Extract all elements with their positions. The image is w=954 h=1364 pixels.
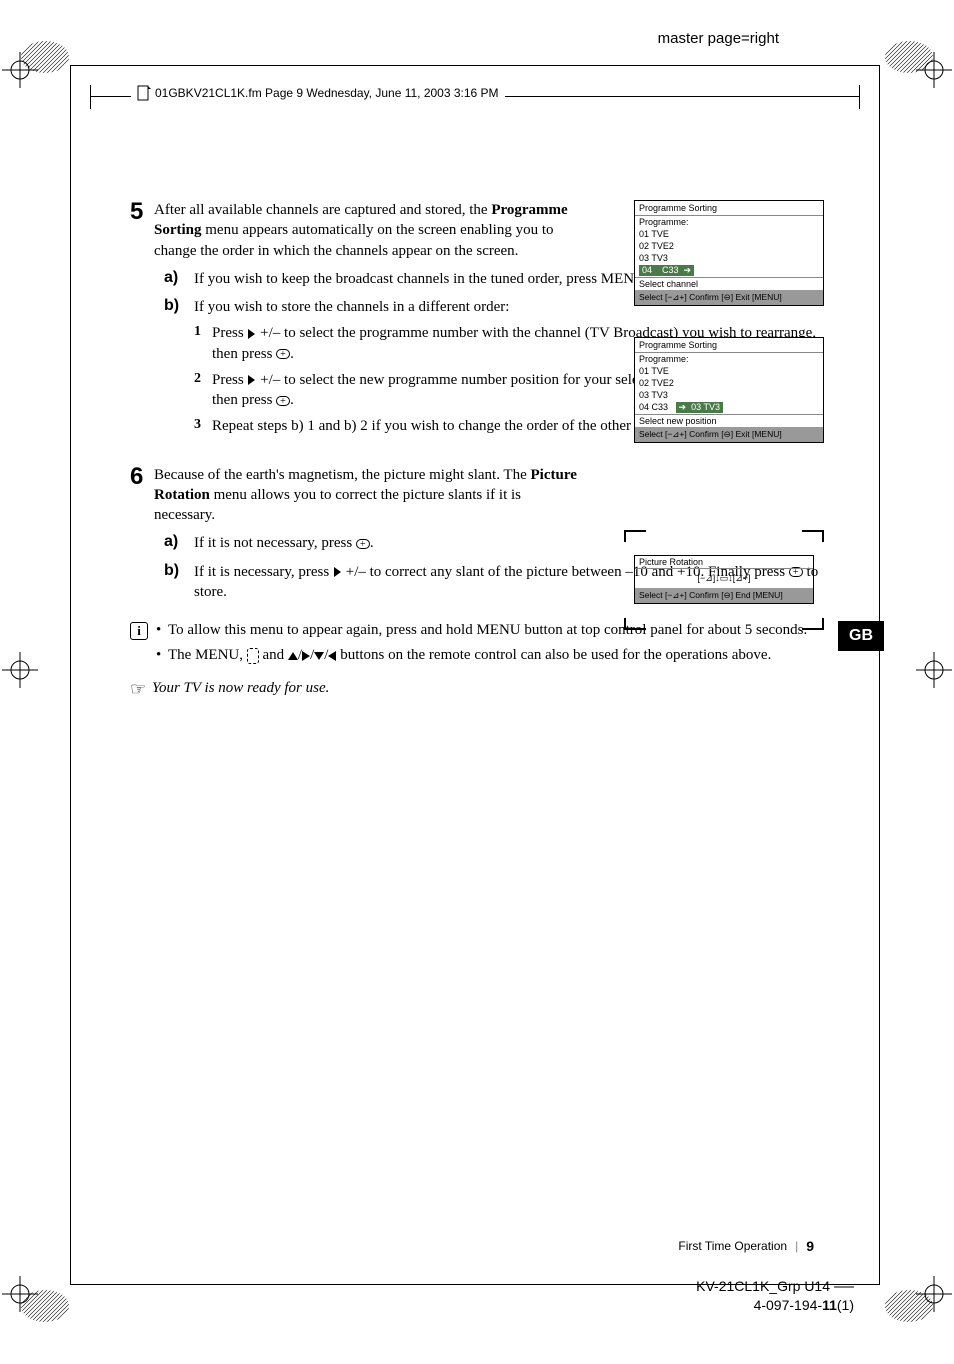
enter-icon [276,349,290,359]
remote-icon [247,648,259,664]
reg-mark-tl [0,50,40,90]
ruler-text: 01GBKV21CL1K.fm Page 9 Wednesday, June 1… [155,86,499,100]
top-ruler: 01GBKV21CL1K.fm Page 9 Wednesday, June 1… [90,85,860,109]
arrow-right-icon [302,651,310,661]
footer: First Time Operation | 9 [678,1238,814,1254]
hand-icon: ☞ [130,680,152,698]
reg-mark-ml [0,650,40,690]
line-icon [834,1286,854,1288]
osd2-selected-row: 04 C33 ➔ 03 TV3 [635,401,823,414]
top-ruler-text: 01GBKV21CL1K.fm Page 9 Wednesday, June 1… [131,85,505,101]
step-6-num: 6 [130,465,154,603]
corner-br [802,618,824,630]
info-bullet-2: •The MENU, and /// buttons on the remote… [156,645,830,666]
osd-programme-sorting-1: Programme Sorting Programme: 01 TVE 02 T… [634,200,824,306]
step-6-intro: Because of the earth's magnetism, the pi… [154,465,584,526]
arrow-up-icon [288,652,298,660]
master-page-label: master page=right [658,30,779,47]
osd-programme-sorting-2: Programme Sorting Programme: 01 TVE 02 T… [634,337,824,443]
prog-tri-icon [248,375,255,385]
enter-icon [276,396,290,406]
corner-tl [624,530,646,542]
arrow-down-icon [314,652,324,660]
step-5-intro: After all available channels are capture… [154,200,584,261]
osd1-selected-row: 04 C33 ➔ [635,264,823,277]
prog-tri-icon [334,567,341,577]
reg-mark-tr [914,50,954,90]
corner-bl [624,618,646,630]
info-icon: i [130,622,148,640]
enter-icon [356,539,370,549]
osd-picture-rotation: Picture Rotation [−⊿]↓▭↓[⊿+] Select [−⊿+… [624,530,824,630]
doc-id: KV-21CL1K_Grp U14 4-097-194-11(1) [696,1277,854,1316]
step-5-num: 5 [130,200,154,437]
page-flip-icon [137,85,151,101]
reg-mark-mr [914,650,954,690]
reg-mark-bl [0,1274,40,1314]
ready-line: ☞ Your TV is now ready for use. [130,680,830,698]
corner-tr [802,530,824,542]
reg-mark-br [914,1274,954,1314]
prog-tri-icon [248,329,255,339]
language-tab-gb: GB [838,621,884,651]
